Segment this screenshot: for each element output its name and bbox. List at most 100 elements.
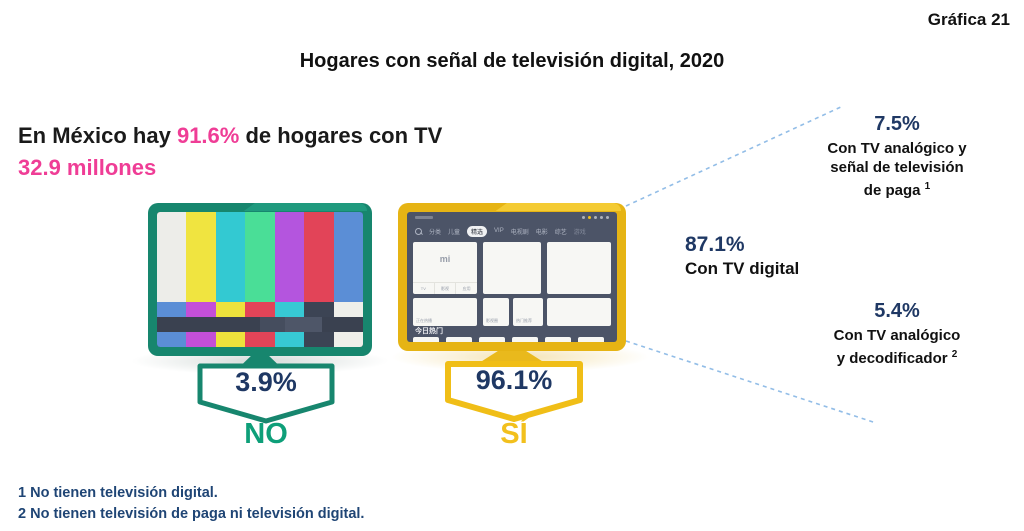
status-icons (582, 216, 609, 219)
clock-icon (606, 216, 609, 219)
color-bars-bottom (157, 332, 363, 347)
nav-item: 游戏 (573, 229, 586, 236)
intro-text: En México hay 91.6% de hogares con TV (18, 123, 442, 149)
color-bar (245, 302, 275, 318)
dark-segment (260, 317, 285, 332)
no-badge: 3.9% (196, 362, 336, 426)
pay-tv-line: de paga 1 (863, 181, 931, 199)
tile (547, 298, 611, 326)
nav-item: 儿童 (448, 229, 461, 236)
footnote-marker-1: 1 (924, 181, 931, 192)
footnote-2: 2 No tienen televisión de paga ni televi… (18, 506, 365, 522)
tile: 影视圈 (483, 298, 509, 326)
tile: 正在热播 (413, 298, 477, 326)
page-title: Hogares con señal de televisión digital,… (299, 50, 725, 72)
color-bar (245, 332, 275, 347)
yes-label: SÍ (500, 418, 528, 450)
tile (578, 337, 604, 342)
pay-tv-line: señal de televisión (830, 159, 964, 176)
annotation-decoder: 5.4% Con TV analógico y decodificador 2 (782, 300, 1012, 368)
annotation-pay-tv: 7.5% Con TV analógico y señal de televis… (782, 113, 1012, 200)
analog-tv (148, 203, 372, 356)
color-bars-castellation (157, 302, 363, 318)
notification-icon (588, 216, 591, 219)
tile (483, 242, 541, 294)
yes-percentage: 96.1% (475, 365, 553, 395)
no-badge-shape (197, 363, 335, 424)
color-bar (274, 212, 305, 303)
tile-label: 正在热播 (416, 318, 432, 323)
digital-smart-tv: 分类 儿童 精选 VIP 电视剧 电影 综艺 游戏 mi TV 影视 应用 (398, 203, 626, 351)
footnotes: 1 No tienen televisión digital. 2 No tie… (18, 483, 364, 525)
color-bar (186, 332, 216, 347)
tile (545, 337, 571, 342)
decoder-line: y decodificador 2 (836, 349, 958, 367)
color-bar (304, 302, 334, 318)
intro-suffix: de hogares con TV (239, 123, 443, 148)
color-bar (333, 302, 363, 318)
annotation-digital: 87.1% Con TV digital (685, 233, 799, 278)
no-label: NO (244, 418, 288, 450)
nav-item: VIP (494, 228, 504, 234)
sub-tab: TV (413, 283, 435, 294)
nav-item: 电视剧 (510, 229, 529, 236)
color-bars-main (157, 212, 363, 303)
dark-segment (321, 317, 363, 332)
footnote-marker-2: 2 (951, 349, 958, 360)
decoder-percentage: 5.4% (874, 300, 920, 322)
intro-prefix: En México hay (18, 123, 177, 148)
color-bar (274, 332, 305, 347)
analog-tv-screen (157, 212, 363, 347)
color-bar (215, 332, 246, 347)
households-count: 32.9 millones (18, 155, 157, 180)
pay-tv-line: Con TV analógico y (827, 140, 967, 157)
color-bar (157, 212, 187, 303)
color-bar (304, 212, 334, 303)
tile (512, 337, 538, 342)
hot-section-label: 今日热门 (415, 328, 443, 335)
tile-mi-home: mi TV 影视 应用 (413, 242, 477, 294)
status-text-left (415, 216, 433, 219)
no-percentage: 3.9% (235, 367, 297, 397)
tile (446, 337, 472, 342)
yes-badge-shape (445, 361, 583, 422)
nav-item: 综艺 (554, 229, 567, 236)
tile: 热门推荐 (513, 298, 543, 326)
digital-percentage: 87.1% (685, 233, 745, 256)
color-bar (304, 332, 334, 347)
color-bar (186, 302, 216, 318)
search-icon (415, 227, 422, 235)
tile-sub-tabs: TV 影视 应用 (413, 282, 477, 294)
color-bar (245, 212, 275, 303)
tile (547, 242, 611, 294)
smart-tv-screen: 分类 儿童 精选 VIP 电视剧 电影 综艺 游戏 mi TV 影视 应用 (407, 212, 617, 342)
dark-segment (157, 317, 260, 332)
footnote-1: 1 No tienen televisión digital. (18, 485, 218, 501)
tile (479, 337, 505, 342)
usb-icon (600, 216, 603, 219)
color-bar (215, 302, 246, 318)
intro-highlight-pct: 91.6% (176, 123, 240, 148)
figure-label: Gráfica 21 (927, 10, 1010, 29)
sub-tab: 影视 (435, 283, 457, 294)
mi-logo: mi (439, 254, 451, 264)
bottom-tile-row (413, 337, 604, 342)
pay-tv-percentage: 7.5% (874, 113, 920, 135)
smart-tv-nav: 分类 儿童 精选 VIP 电视剧 电影 综艺 游戏 (415, 224, 609, 238)
frame-glare (495, 203, 621, 211)
color-bar (186, 212, 216, 303)
color-bar (333, 332, 363, 347)
tile (413, 337, 439, 342)
nav-item: 电影 (535, 229, 548, 236)
nav-item: 分类 (429, 229, 442, 236)
dark-band (157, 317, 363, 332)
tile-label: 影视圈 (486, 318, 498, 323)
digital-line: Con TV digital (685, 259, 800, 278)
sub-tab: 应用 (462, 285, 471, 291)
decoder-line: Con TV analógico (833, 327, 961, 344)
wifi-icon (594, 216, 597, 219)
signal-icon (582, 216, 585, 219)
color-bar (333, 212, 363, 303)
tile-label: 热门推荐 (516, 318, 532, 323)
